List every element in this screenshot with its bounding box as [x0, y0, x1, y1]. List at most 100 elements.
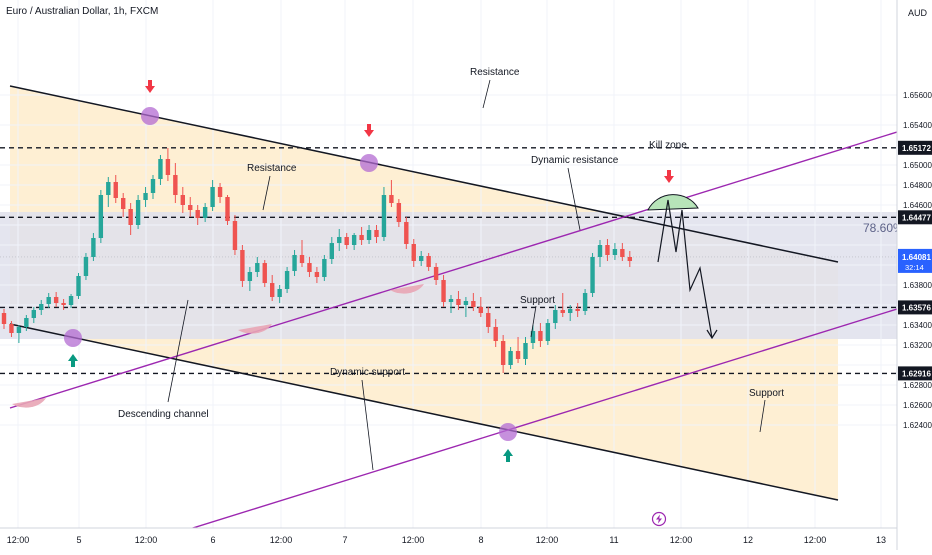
candle[interactable]: [195, 205, 200, 225]
dynamic-support-trendline[interactable]: [180, 308, 897, 532]
candle[interactable]: [553, 305, 558, 329]
candle[interactable]: [396, 199, 402, 227]
candle[interactable]: [389, 180, 394, 207]
last-price-label: 1.64081: [902, 253, 931, 262]
candle[interactable]: [359, 227, 364, 245]
pink-marker: [12, 398, 46, 408]
candle-body: [158, 159, 163, 179]
candle[interactable]: [404, 217, 409, 249]
candle[interactable]: [538, 323, 543, 347]
candle[interactable]: [262, 260, 267, 287]
candle[interactable]: [24, 315, 29, 331]
candle[interactable]: [61, 299, 66, 310]
candle[interactable]: [590, 253, 595, 297]
candle-body: [374, 230, 379, 237]
candle[interactable]: [46, 293, 51, 308]
candle[interactable]: [232, 215, 238, 255]
candle[interactable]: [560, 293, 565, 317]
candle[interactable]: [1, 309, 7, 329]
candle[interactable]: [426, 253, 431, 271]
candle[interactable]: [16, 325, 22, 343]
candle[interactable]: [165, 148, 171, 181]
candle[interactable]: [582, 289, 588, 315]
projection-path[interactable]: [657, 199, 713, 339]
candle[interactable]: [9, 321, 14, 337]
lightning-icon[interactable]: [651, 511, 667, 527]
candle[interactable]: [180, 187, 185, 213]
candle[interactable]: [411, 239, 416, 267]
candle[interactable]: [508, 347, 513, 369]
candle-body: [128, 209, 133, 225]
candle[interactable]: [255, 257, 260, 277]
candle[interactable]: [612, 243, 618, 260]
candle[interactable]: [68, 294, 74, 308]
candle[interactable]: [284, 267, 290, 293]
candle[interactable]: [202, 203, 208, 222]
candle[interactable]: [143, 187, 148, 207]
candle[interactable]: [351, 233, 357, 250]
candle[interactable]: [500, 335, 506, 373]
candle[interactable]: [366, 225, 372, 244]
candle[interactable]: [53, 292, 59, 307]
candle[interactable]: [299, 240, 305, 267]
candle[interactable]: [76, 273, 81, 299]
candle[interactable]: [210, 180, 215, 211]
candle[interactable]: [441, 275, 446, 307]
candle[interactable]: [217, 183, 223, 203]
candle[interactable]: [240, 245, 245, 287]
candle[interactable]: [135, 195, 141, 229]
candle[interactable]: [83, 253, 89, 280]
candle[interactable]: [292, 250, 297, 276]
candle[interactable]: [113, 175, 118, 203]
kill-zone-marker: [647, 194, 699, 211]
candle[interactable]: [605, 239, 610, 261]
candle[interactable]: [381, 187, 387, 241]
candle[interactable]: [463, 297, 469, 317]
candle[interactable]: [329, 237, 334, 264]
candle[interactable]: [39, 300, 44, 315]
candle[interactable]: [620, 243, 625, 261]
candle[interactable]: [188, 197, 193, 217]
candle[interactable]: [322, 255, 327, 281]
candle[interactable]: [128, 203, 133, 235]
candle[interactable]: [575, 303, 580, 317]
candle[interactable]: [277, 285, 282, 303]
candle[interactable]: [106, 177, 111, 207]
candle[interactable]: [597, 240, 603, 267]
candle[interactable]: [478, 297, 483, 317]
candle[interactable]: [486, 307, 491, 333]
candle[interactable]: [515, 337, 521, 363]
candle[interactable]: [530, 325, 536, 349]
candle-body: [530, 331, 536, 343]
candle[interactable]: [270, 275, 275, 301]
candle-body: [515, 351, 521, 359]
candle[interactable]: [225, 195, 230, 225]
candle[interactable]: [314, 267, 320, 283]
candle[interactable]: [523, 337, 528, 365]
channel-lower-line[interactable]: [9, 323, 839, 501]
candle[interactable]: [173, 163, 178, 203]
candle[interactable]: [121, 193, 126, 217]
candle[interactable]: [337, 229, 342, 251]
candle[interactable]: [471, 293, 476, 311]
candle[interactable]: [344, 233, 349, 249]
candle[interactable]: [98, 190, 104, 243]
candle[interactable]: [456, 291, 461, 310]
dynamic-resistance-trendline[interactable]: [9, 131, 897, 409]
candle[interactable]: [31, 307, 36, 323]
candle[interactable]: [307, 257, 312, 277]
candle[interactable]: [91, 233, 96, 261]
candle[interactable]: [374, 225, 379, 243]
candle[interactable]: [419, 251, 424, 266]
candle[interactable]: [247, 267, 253, 291]
candle[interactable]: [158, 155, 163, 185]
candle[interactable]: [448, 295, 454, 313]
candle[interactable]: [433, 263, 439, 285]
candle[interactable]: [545, 319, 551, 345]
candle[interactable]: [568, 305, 573, 321]
candle[interactable]: [493, 319, 498, 347]
candle[interactable]: [150, 175, 156, 199]
candle[interactable]: [627, 251, 632, 267]
